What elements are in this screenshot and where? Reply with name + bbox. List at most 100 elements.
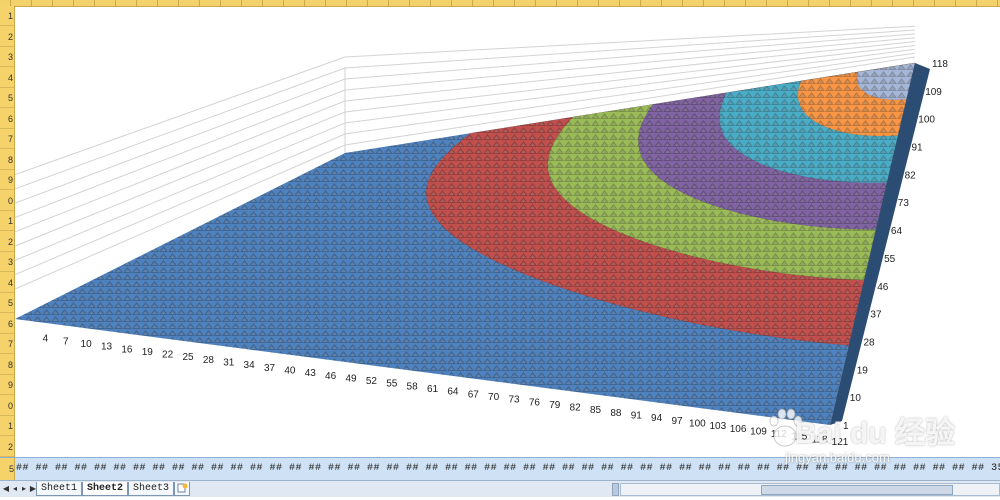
row-number[interactable]: 4	[0, 273, 14, 293]
x-tick-label: 118	[812, 434, 828, 445]
sheet-tab-bar: ◀ ◂ ▸ ▶ Sheet1 Sheet2 Sheet3	[0, 480, 1000, 497]
gridline	[344, 29, 916, 69]
hash-cell-center-value[interactable]: 35	[991, 463, 1000, 474]
row-number[interactable]: 2	[0, 27, 14, 47]
y-tick-label: 10	[850, 393, 862, 404]
y-tick-label: 55	[884, 254, 896, 265]
gridline	[15, 133, 346, 276]
row-number[interactable]: 4	[0, 68, 14, 88]
x-tick-label: 52	[366, 376, 378, 387]
y-tick-label: 100	[918, 115, 935, 126]
surface-band-7	[856, 62, 916, 101]
row-number[interactable]: 1	[0, 6, 14, 26]
gridline	[344, 52, 916, 135]
tab-split-handle[interactable]	[612, 483, 619, 496]
y-tick-label: 118	[932, 59, 948, 70]
x-tick-label: 103	[709, 421, 726, 432]
x-tick-label: 49	[345, 373, 357, 384]
x-tick-label: 67	[468, 389, 480, 400]
gridline	[15, 100, 346, 233]
y-tick-label: 91	[912, 143, 924, 154]
gridline	[15, 122, 346, 261]
paw-logo-icon	[769, 408, 803, 447]
column-header-strip	[0, 0, 1000, 7]
next-sheet-icon[interactable]: ▸	[21, 484, 26, 493]
row-number[interactable]: 9	[0, 375, 14, 395]
row-number[interactable]: 0	[0, 396, 14, 416]
gridline	[344, 48, 916, 124]
gridline	[15, 56, 346, 176]
x-tick-label: 70	[488, 392, 500, 403]
row-number[interactable]: 6	[0, 109, 14, 129]
x-tick-label: 64	[447, 387, 459, 398]
x-tick-label: 25	[182, 352, 194, 363]
x-tick-label: 106	[730, 424, 747, 435]
gridline	[344, 25, 916, 58]
x-tick-label: 43	[305, 368, 317, 379]
first-sheet-icon[interactable]: ◀	[2, 484, 10, 493]
x-tick-label: 13	[101, 342, 113, 353]
x-tick-label: 91	[631, 411, 643, 422]
row-number[interactable]: 8	[0, 355, 14, 375]
x-tick-label: 109	[750, 426, 767, 437]
x-tick-label: 61	[427, 384, 439, 395]
prev-sheet-icon[interactable]: ◂	[12, 484, 17, 493]
watermark-url: jingyan.baidu.com	[785, 450, 890, 465]
row-number[interactable]: 0	[0, 191, 14, 211]
x-tick-label: 7	[63, 336, 69, 347]
baidu-watermark: Bai du 经验 jingyan.baidu.com	[765, 400, 995, 480]
row-number[interactable]: 2	[0, 232, 14, 252]
y-tick-label: 73	[898, 198, 910, 209]
x-tick-label: 79	[549, 400, 561, 411]
x-tick-label: 31	[223, 358, 235, 369]
x-tick-label: 16	[121, 344, 133, 355]
gridline	[15, 67, 346, 190]
row-number[interactable]: 7	[0, 334, 14, 354]
y-tick-label: 64	[891, 226, 903, 237]
row-number[interactable]: 8	[0, 150, 14, 170]
watermark-brand: Bai du 经验	[795, 417, 956, 450]
row-number[interactable]: 2	[0, 437, 14, 457]
sheet-tab-sheet3[interactable]: Sheet3	[128, 482, 175, 496]
horizontal-scrollbar[interactable]	[620, 483, 1000, 496]
gridline	[344, 33, 916, 80]
gridline	[15, 89, 346, 218]
surface-chart[interactable]: 4 7 10 13 16 19 22 25 28 31 34 37 40 43 46 49 52 55 58 61 64…	[15, 7, 1000, 457]
x-tick-label: 88	[610, 408, 622, 419]
row-number[interactable]: 6	[0, 314, 14, 334]
x-tick-label: 34	[244, 360, 256, 371]
gridline	[15, 78, 346, 204]
gridline	[344, 41, 916, 102]
last-sheet-icon[interactable]: ▶	[29, 484, 37, 493]
x-tick-label: 121	[832, 437, 849, 448]
y-tick-label: 46	[877, 282, 889, 293]
x-tick-label: 40	[284, 365, 296, 376]
row-number[interactable]: 3	[0, 47, 14, 67]
x-tick-label: 76	[529, 397, 541, 408]
row-number: 5	[0, 458, 15, 480]
sheet-tab-sheet2[interactable]: Sheet2	[82, 482, 129, 496]
row-number[interactable]: 1	[0, 416, 14, 436]
x-tick-label: 97	[671, 416, 683, 427]
x-tick-label: 85	[590, 405, 602, 416]
gridline	[15, 144, 346, 290]
y-tick-label: 37	[870, 310, 882, 321]
x-tick-label: 115	[791, 432, 807, 443]
x-tick-label: 82	[570, 403, 582, 414]
x-tick-label: 37	[264, 363, 276, 374]
x-tick-label: 46	[325, 371, 337, 382]
insert-sheet-icon[interactable]	[174, 482, 190, 496]
x-tick-label: 100	[689, 418, 706, 429]
sheet-tab-sheet1[interactable]: Sheet1	[36, 482, 83, 496]
row-number[interactable]: 1	[0, 211, 14, 231]
x-tick-label: 73	[508, 395, 520, 406]
row-number[interactable]: 5	[0, 88, 14, 108]
y-tick-label: 82	[905, 170, 917, 181]
gridline	[344, 44, 916, 113]
row-number[interactable]: 9	[0, 170, 14, 190]
scrollbar-thumb[interactable]	[761, 485, 953, 495]
row-number[interactable]: 3	[0, 252, 14, 272]
row-number[interactable]: 5	[0, 293, 14, 313]
row-number[interactable]: 7	[0, 129, 14, 149]
